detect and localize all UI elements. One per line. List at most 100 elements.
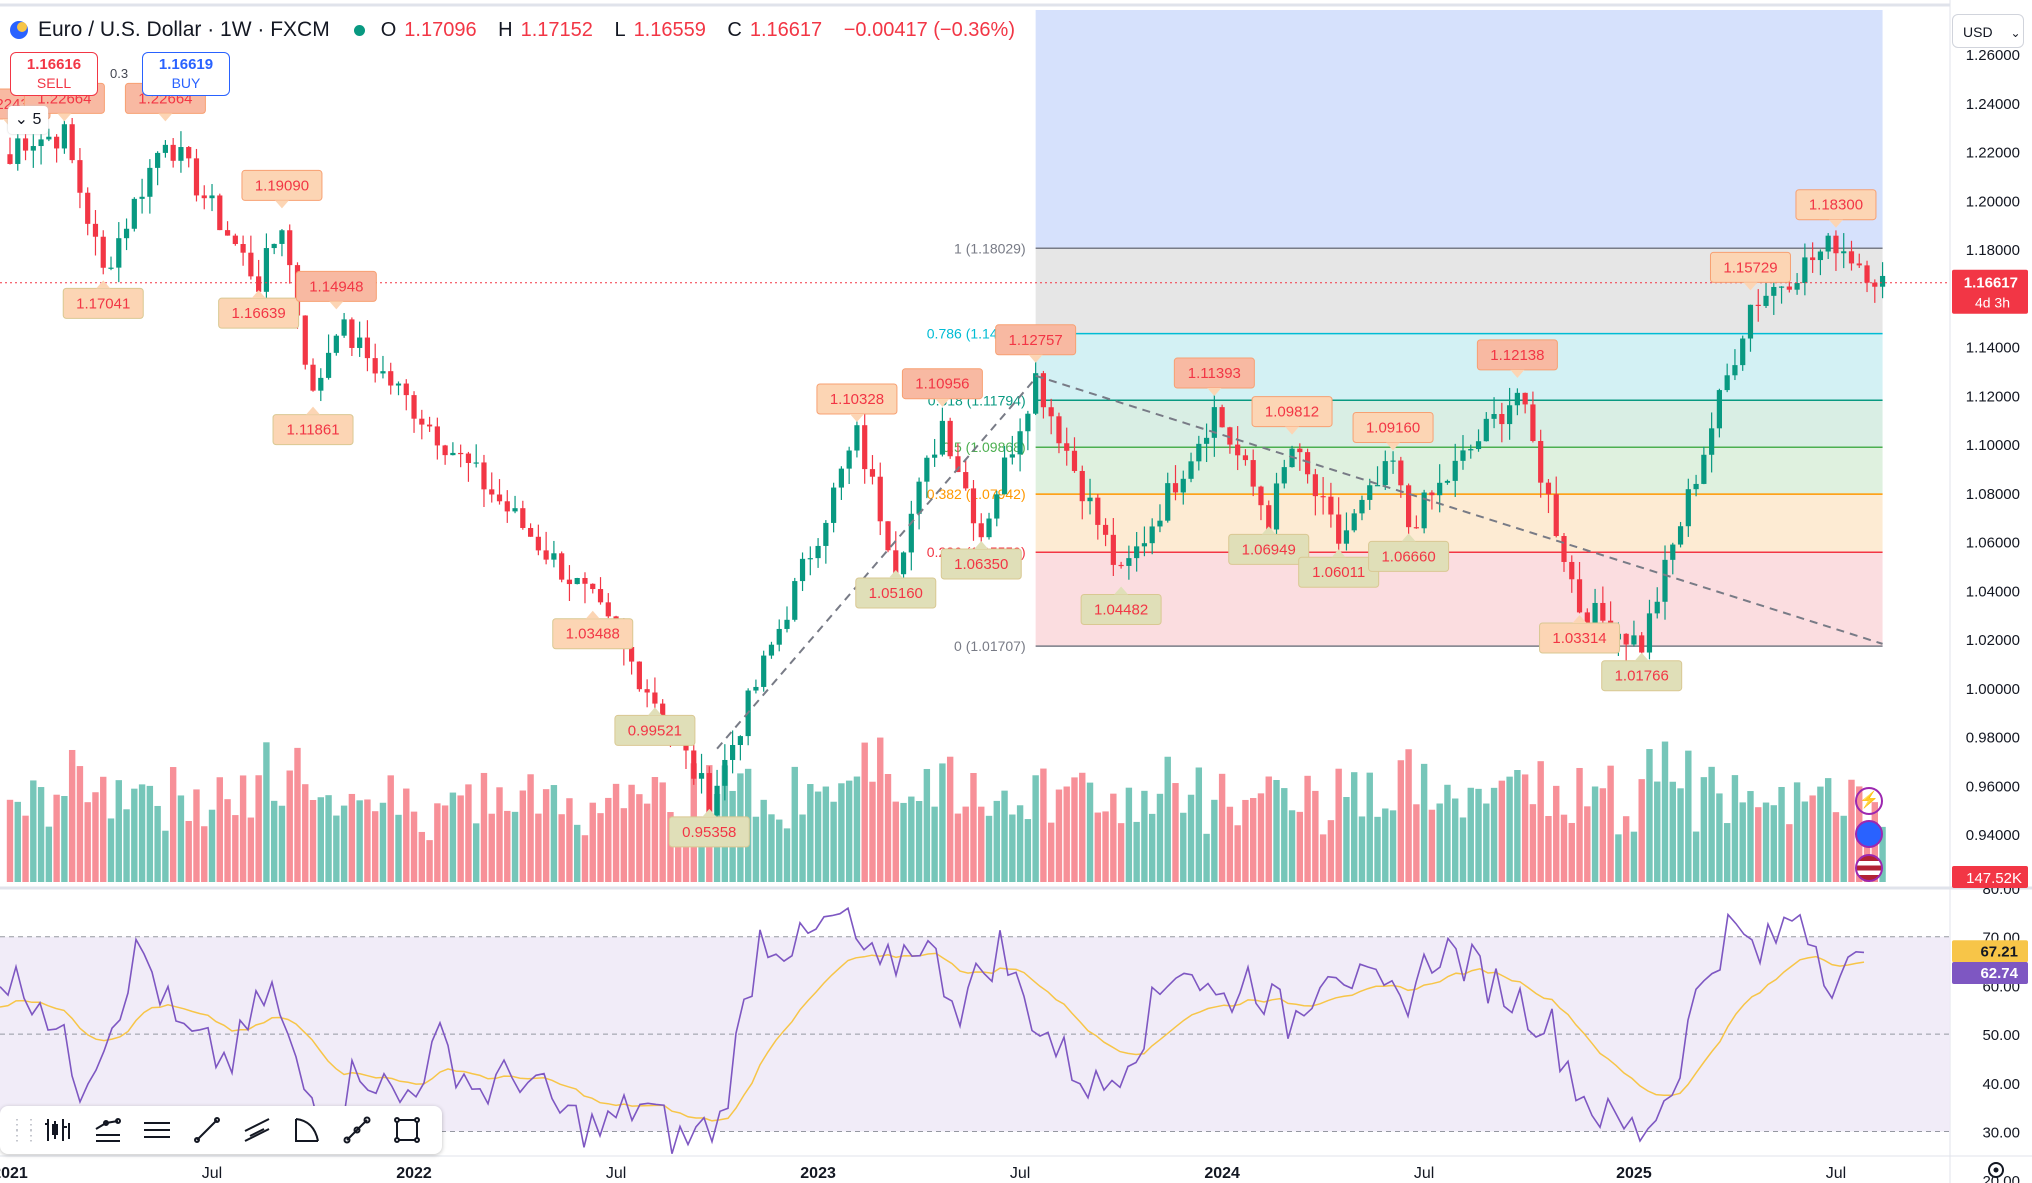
volume-bar [84, 802, 91, 882]
candle-body [504, 501, 510, 512]
volume-bar [317, 797, 324, 882]
volume-bar [931, 806, 938, 882]
candle-body [838, 468, 844, 488]
candle-body [1724, 375, 1730, 391]
candle-body [139, 196, 145, 199]
candle-body [1817, 251, 1824, 261]
flag-icon[interactable] [1855, 854, 1883, 882]
volume-bar [1436, 803, 1443, 882]
candle-body [1102, 524, 1109, 535]
collapse-indicators-button[interactable]: ⌄ 5 [8, 106, 48, 134]
trendline-tool-icon[interactable] [190, 1113, 224, 1147]
fib-zone [1035, 333, 1883, 401]
swing-label-pointer [1028, 354, 1043, 363]
candle-body [846, 450, 852, 469]
volume-bar [1358, 816, 1366, 882]
volume-bar [263, 742, 270, 882]
volume-bar [473, 823, 480, 882]
candle-body [100, 236, 106, 268]
volume-bar [1584, 806, 1591, 882]
volume-bar [61, 796, 68, 882]
candle-body [963, 472, 969, 489]
pattern-tool-icon[interactable] [90, 1113, 124, 1147]
replay-icon[interactable] [1855, 820, 1883, 848]
rsi-tick-label: 20.00 [1982, 1173, 2020, 1183]
price-tick-label: 1.18000 [1966, 242, 2020, 259]
volume-bar [1242, 799, 1249, 882]
volume-bar [1615, 834, 1622, 882]
chevron-down-icon: ⌄ [2010, 26, 2021, 40]
time-tick-label: 2023 [800, 1165, 836, 1182]
volume-bar [247, 817, 255, 882]
volume-bar [348, 793, 356, 882]
price-tick-label: 1.08000 [1966, 486, 2020, 503]
volume-bar [791, 766, 798, 882]
candle-body [520, 508, 526, 528]
volume-bar [1661, 741, 1669, 882]
swing-label: 0.99521 [628, 722, 682, 739]
channel-tool-icon[interactable] [240, 1113, 274, 1147]
swing-label-pointer [329, 301, 344, 310]
volume-bar [892, 801, 899, 882]
volume-bar [309, 799, 317, 882]
volume-bar [900, 802, 907, 882]
volume-bar [1553, 785, 1560, 882]
curve-tool-icon[interactable] [290, 1113, 324, 1147]
candle-body [201, 195, 207, 199]
grip-icon[interactable]: ⋮⋮ ⋮⋮ [10, 1116, 38, 1143]
candle-body [1452, 460, 1458, 481]
volume-bar [1506, 776, 1513, 882]
candle-body [730, 745, 736, 760]
volume-bar [1273, 780, 1280, 882]
volume-bar [542, 789, 550, 882]
candle-body [318, 377, 324, 391]
currency-select[interactable]: USD ⌄ [1952, 14, 2024, 48]
candle-body [7, 154, 13, 164]
volume-bar [659, 782, 666, 882]
volume-bar [1304, 775, 1311, 882]
buy-button[interactable]: 1.16619 BUY [142, 52, 230, 96]
volume-bar [1047, 822, 1055, 882]
rectangle-tool-icon[interactable] [390, 1113, 424, 1147]
candle-body [1359, 499, 1365, 514]
candle-body [1763, 295, 1769, 306]
swing-label-pointer [306, 406, 321, 415]
symbol-title[interactable]: Euro / U.S. Dollar · 1W · FXCM [38, 18, 330, 41]
swing-label: 1.03488 [566, 626, 620, 643]
candle-body [1040, 373, 1047, 408]
candle-body [1685, 489, 1691, 527]
current-price-badge [1952, 269, 2028, 314]
candle-body [1071, 450, 1078, 471]
price-tick-label: 1.22000 [1966, 145, 2020, 162]
alert-icon[interactable]: ⚡ [1855, 787, 1883, 815]
candle-body [1677, 526, 1684, 545]
volume-bar [1824, 778, 1832, 882]
candle-body [1242, 455, 1249, 461]
candle-body [411, 395, 417, 419]
candle-body [854, 425, 860, 451]
volume-bar [449, 792, 457, 882]
candle-body [22, 138, 29, 151]
volume-bar [1086, 782, 1094, 882]
volume-bar [1117, 823, 1125, 882]
swing-label: 1.05160 [869, 585, 923, 602]
volume-bar [1218, 773, 1226, 882]
swing-label: 1.06949 [1242, 541, 1296, 558]
volume-bar [1459, 817, 1467, 882]
swing-label-pointer [702, 808, 717, 817]
volume-bar [30, 780, 37, 882]
bars-tool-icon[interactable] [40, 1113, 74, 1147]
lines-tool-icon[interactable] [140, 1113, 174, 1147]
sell-button[interactable]: 1.16616 SELL [10, 52, 98, 96]
path-tool-icon[interactable] [340, 1113, 374, 1147]
volume-bar [1094, 812, 1101, 882]
volume-bar [1428, 809, 1436, 882]
volume-bar [1374, 816, 1381, 882]
fib-zone [1035, 447, 1883, 495]
swing-label: 1.12138 [1490, 347, 1544, 364]
volume-bar [1265, 776, 1272, 882]
rsi-ma-line [0, 952, 1865, 1122]
candle-body [1654, 601, 1660, 614]
candle-body [869, 469, 876, 477]
